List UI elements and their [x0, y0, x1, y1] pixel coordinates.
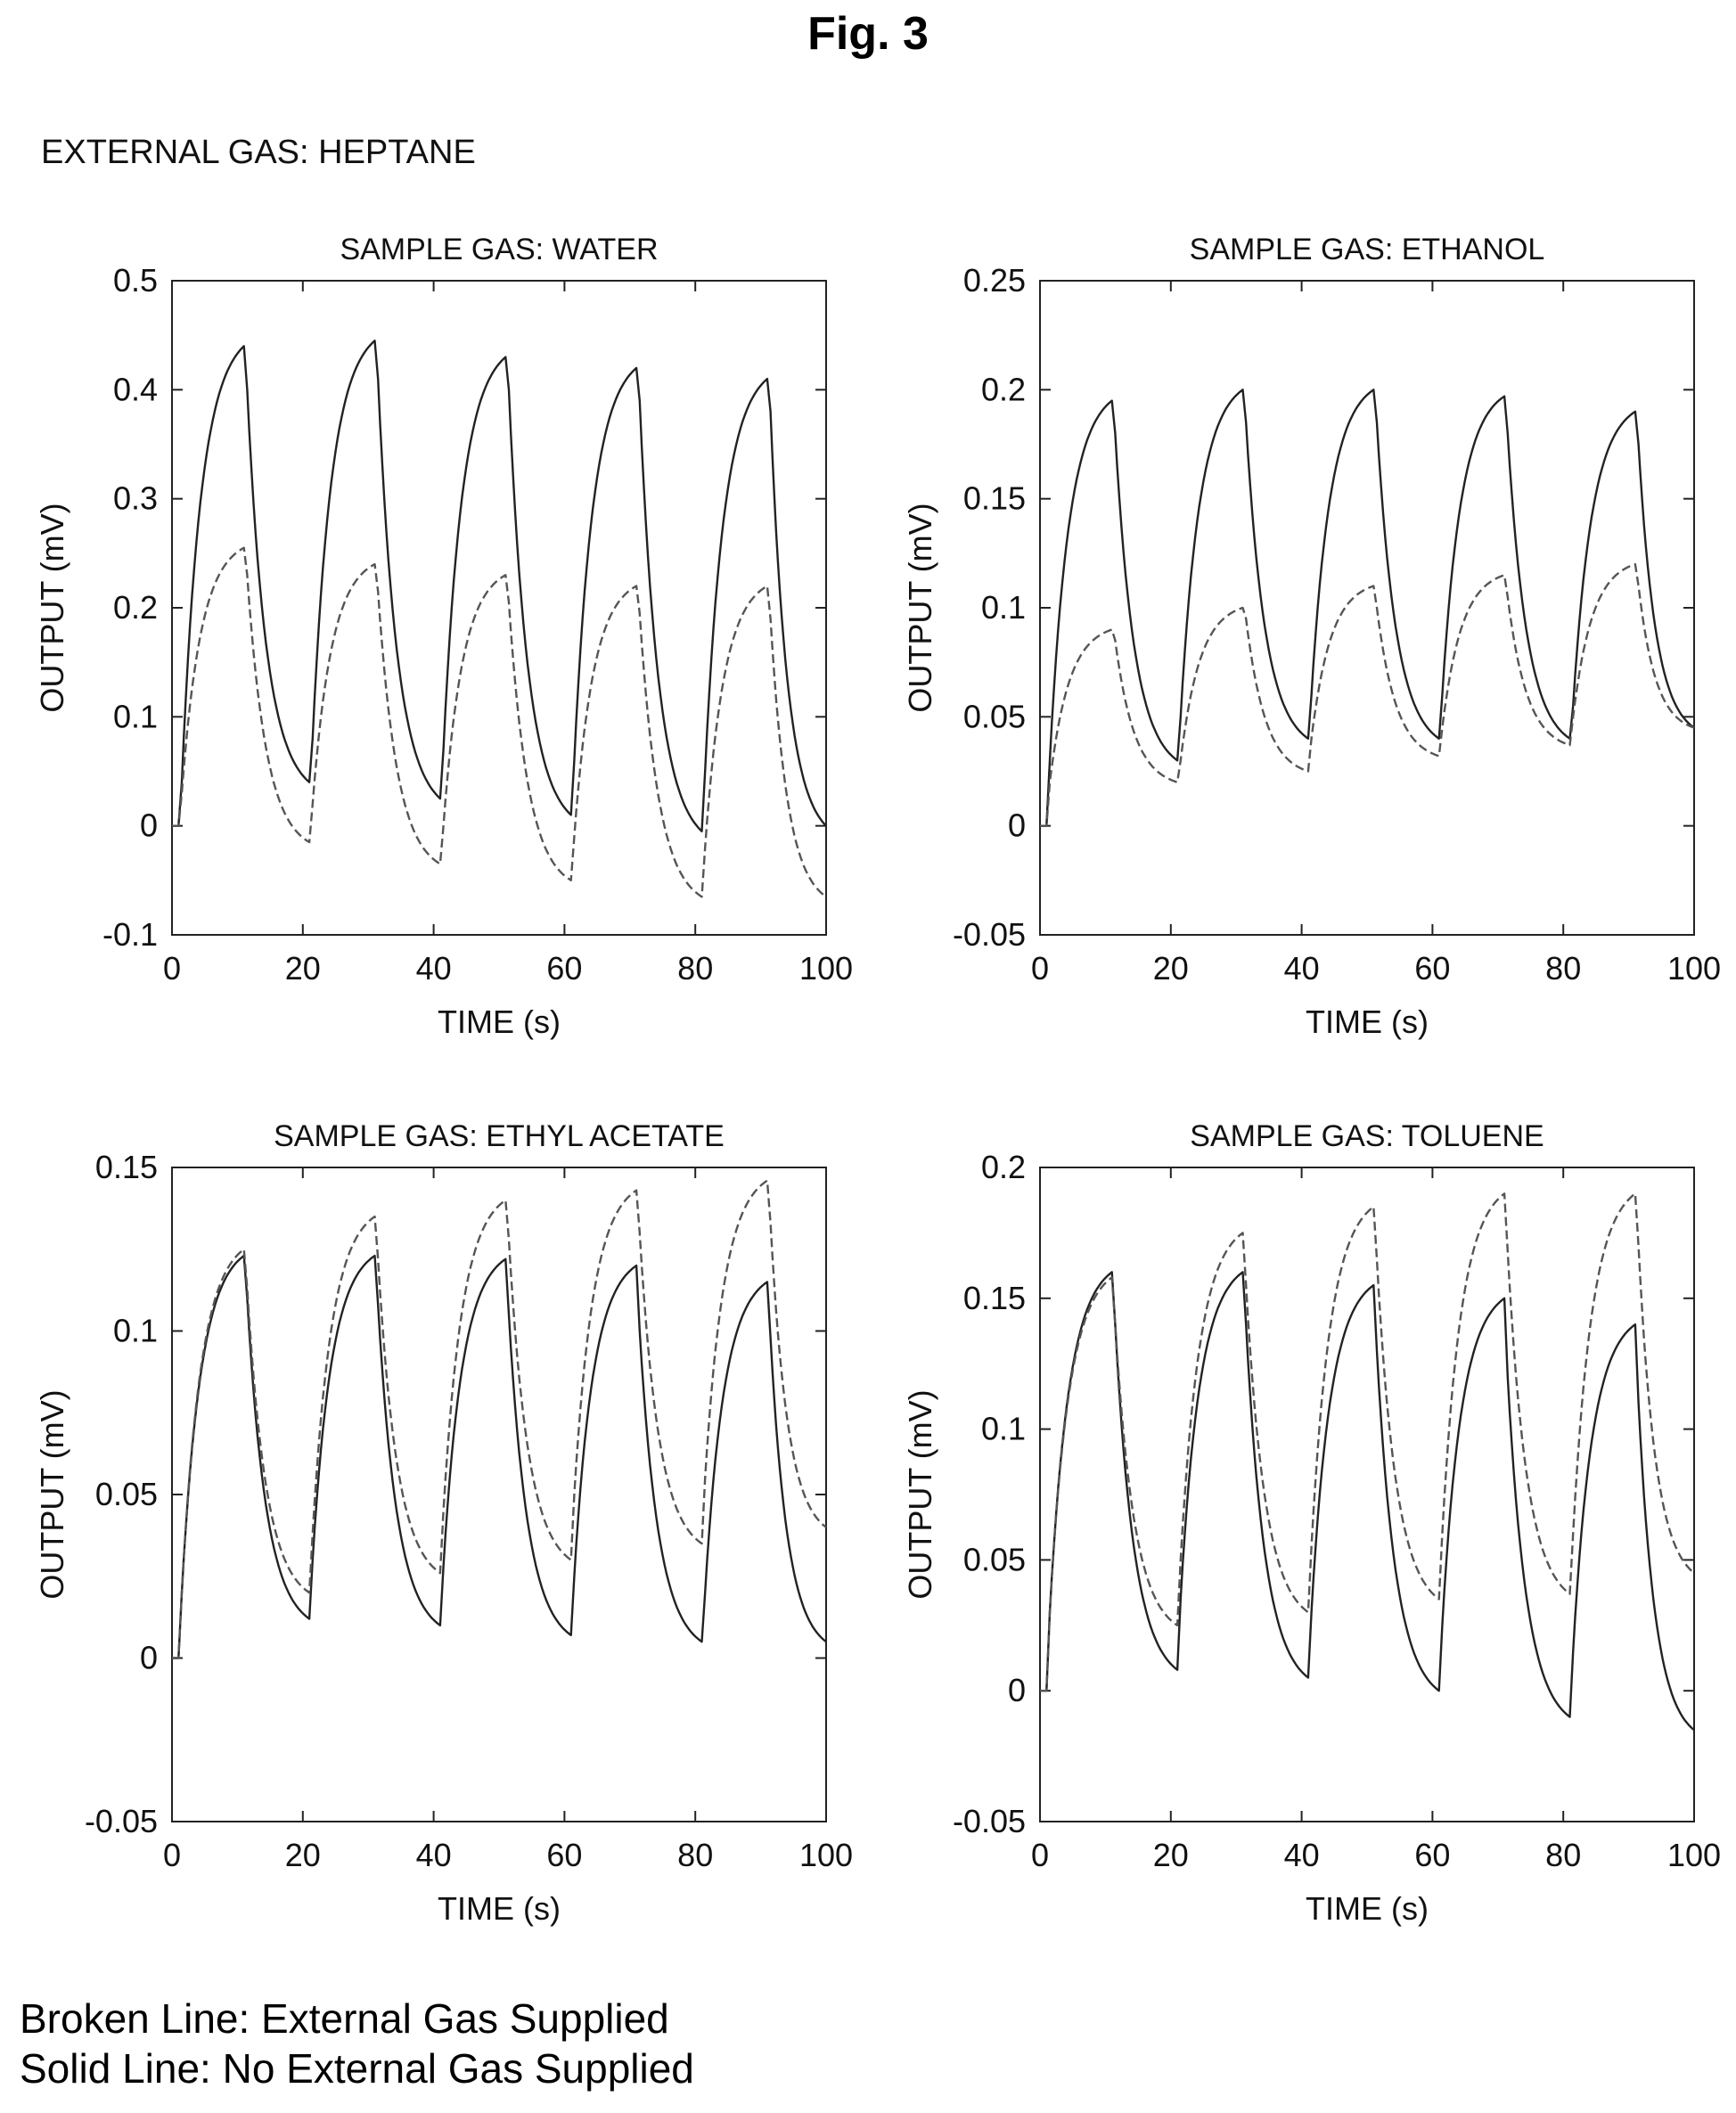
chart-title: SAMPLE GAS: TOLUENE [1190, 1119, 1544, 1153]
y-axis-label: OUTPUT (mV) [902, 503, 938, 712]
y-tick-label: 0.1 [113, 1313, 158, 1349]
y-tick-label: 0.2 [981, 1149, 1026, 1185]
series-line-broken [1039, 562, 1695, 827]
x-tick-label: 20 [1153, 1837, 1189, 1873]
y-tick-label: 0.15 [963, 480, 1026, 517]
chart-title: SAMPLE GAS: ETHYL ACETATE [274, 1119, 725, 1153]
x-tick-label: 40 [416, 1837, 452, 1873]
y-tick-label: -0.05 [953, 1803, 1026, 1839]
plot-frame [1039, 1167, 1695, 1822]
x-tick-label: 20 [1153, 950, 1189, 987]
x-axis-label: TIME (s) [438, 1890, 561, 1927]
series-line-solid [1039, 1271, 1695, 1732]
x-axis-label: TIME (s) [1306, 1890, 1429, 1927]
x-tick-label: 60 [546, 950, 582, 987]
y-tick-label: -0.05 [953, 916, 1026, 953]
x-tick-label: 80 [677, 950, 713, 987]
x-tick-label: 100 [1667, 1837, 1721, 1873]
external-gas-label: EXTERNAL GAS: HEPTANE [41, 134, 476, 171]
x-axis-label: TIME (s) [438, 1003, 561, 1040]
y-tick-label: 0.4 [113, 371, 158, 407]
x-tick-label: 0 [163, 1837, 181, 1873]
y-tick-label: 0 [140, 807, 158, 844]
y-tick-label: 0.3 [113, 480, 158, 517]
y-tick-label: 0.05 [963, 1541, 1026, 1577]
legend-broken-line: Broken Line: External Gas Supplied [20, 1995, 669, 2042]
x-tick-label: 80 [1545, 950, 1581, 987]
y-tick-label: 0.05 [963, 698, 1026, 734]
x-tick-label: 0 [1031, 950, 1049, 987]
figure-title: Fig. 3 [807, 8, 929, 60]
x-tick-label: 40 [1284, 1837, 1320, 1873]
y-tick-label: -0.05 [85, 1803, 158, 1839]
y-tick-label: 0.1 [981, 1411, 1026, 1447]
x-tick-label: 100 [799, 1837, 853, 1873]
x-tick-label: 100 [799, 950, 853, 987]
x-axis-label: TIME (s) [1306, 1003, 1429, 1040]
chart-title: SAMPLE GAS: WATER [340, 233, 658, 266]
plot-frame [171, 280, 827, 936]
x-tick-label: 60 [1414, 950, 1450, 987]
y-axis-label: OUTPUT (mV) [34, 503, 70, 712]
y-tick-label: 0.1 [113, 698, 158, 734]
x-tick-label: 60 [1414, 1837, 1450, 1873]
y-tick-label: 0.5 [113, 262, 158, 299]
y-tick-label: 0.15 [95, 1149, 158, 1185]
x-tick-label: 80 [1545, 1837, 1581, 1873]
y-tick-label: -0.1 [102, 916, 158, 953]
y-axis-label: OUTPUT (mV) [34, 1389, 70, 1599]
series-line-solid [171, 1254, 827, 1659]
chart-title: SAMPLE GAS: ETHANOL [1190, 233, 1545, 266]
x-tick-label: 60 [546, 1837, 582, 1873]
y-tick-label: 0 [1008, 1672, 1026, 1708]
y-tick-label: 0 [140, 1640, 158, 1676]
y-tick-label: 0.2 [981, 371, 1026, 407]
series-line-solid [1039, 389, 1695, 827]
y-tick-label: 0.05 [95, 1476, 158, 1512]
chart-2: SAMPLE GAS: ETHYL ACETATE 0 20 40 60 80 100 -0.… [34, 1119, 853, 1927]
x-tick-label: 40 [1284, 950, 1320, 987]
y-tick-label: 0.1 [981, 589, 1026, 626]
series-line-broken [171, 1179, 827, 1659]
x-tick-label: 0 [1031, 1837, 1049, 1873]
x-tick-label: 80 [677, 1837, 713, 1873]
legend-solid-line: Solid Line: No External Gas Supplied [20, 2045, 694, 2092]
series-line-solid [171, 340, 827, 832]
y-axis-label: OUTPUT (mV) [902, 1389, 938, 1599]
series-line-broken [1039, 1192, 1695, 1692]
y-tick-label: 0.2 [113, 589, 158, 626]
y-tick-label: 0.15 [963, 1280, 1026, 1316]
x-tick-label: 40 [416, 950, 452, 987]
y-tick-label: 0 [1008, 807, 1026, 844]
x-tick-label: 100 [1667, 950, 1721, 987]
x-tick-label: 20 [285, 1837, 321, 1873]
x-tick-label: 20 [285, 950, 321, 987]
y-tick-label: 0.25 [963, 262, 1026, 299]
x-tick-label: 0 [163, 950, 181, 987]
series-line-broken [171, 546, 827, 898]
